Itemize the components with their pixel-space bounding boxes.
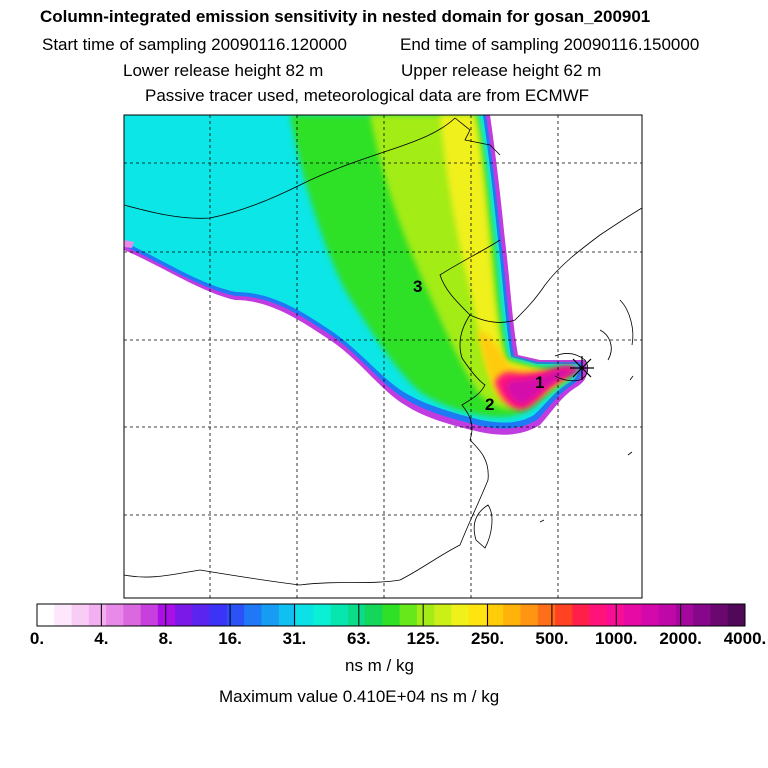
colorbar-cell xyxy=(106,604,124,626)
colorbar-cell xyxy=(555,604,573,626)
coastline xyxy=(439,207,642,323)
colorbar-tick-label: 16. xyxy=(218,629,242,648)
colorbar-cell xyxy=(537,604,556,626)
tracer-note-text: Passive tracer used, meteorological data… xyxy=(145,86,590,105)
map-label-1: 1 xyxy=(535,373,544,392)
colorbar-cell xyxy=(313,604,332,626)
colorbar-cell xyxy=(503,604,522,626)
colorbar-cell xyxy=(278,604,297,626)
colorbar-cell xyxy=(123,604,142,626)
sampling-end-text: End time of sampling 20090116.150000 xyxy=(400,35,700,54)
colorbar xyxy=(37,604,746,626)
colorbar-tick-label: 2000. xyxy=(659,629,702,648)
colorbar-cell xyxy=(37,604,55,626)
colorbar-cell xyxy=(347,604,366,626)
colorbar-cell xyxy=(71,604,90,626)
map-label-3: 3 xyxy=(413,277,422,296)
upper-release-height-text: Upper release height 62 m xyxy=(401,61,602,80)
sampling-start-text: Start time of sampling 20090116.120000 xyxy=(42,35,347,54)
plot-title: Column-integrated emission sensitivity i… xyxy=(40,7,651,26)
colorbar-tick-label: 63. xyxy=(346,629,371,648)
colorbar-cell xyxy=(658,604,677,626)
colorbar-tick-label: 1000. xyxy=(594,629,638,648)
map-frame xyxy=(123,114,643,599)
colorbar-cell xyxy=(399,604,418,626)
colorbar-tick-label: 125. xyxy=(406,629,440,648)
colorbar-cell xyxy=(416,604,435,626)
colorbar-cell xyxy=(382,604,401,626)
colorbar-cell xyxy=(727,604,746,626)
colorbar-cell xyxy=(261,604,280,626)
colorbar-cell xyxy=(641,604,660,626)
colorbar-cell xyxy=(209,604,228,626)
colorbar-cell xyxy=(330,604,349,626)
lower-release-height-text: Lower release height 82 m xyxy=(123,61,324,80)
colorbar-tick-label: 4. xyxy=(94,629,109,648)
colorbar-cell xyxy=(693,604,711,626)
colorbar-cell xyxy=(710,604,729,626)
colorbar-cell xyxy=(485,604,504,626)
colorbar-cell xyxy=(572,604,591,626)
colorbar-cell xyxy=(468,604,487,626)
colorbar-cell xyxy=(606,604,625,626)
colorbar-units: ns m / kg xyxy=(345,656,414,675)
colorbar-cell xyxy=(675,604,694,626)
colorbar-cell xyxy=(226,604,245,626)
colorbar-cell xyxy=(192,604,211,626)
colorbar-tick-label: 250. xyxy=(470,629,505,648)
colorbar-cell xyxy=(296,604,314,626)
colorbar-tick-label: 8. xyxy=(158,629,173,648)
colorbar-tick-label: 31. xyxy=(282,629,307,648)
maximum-value-text: Maximum value 0.410E+04 ns m / kg xyxy=(219,687,500,706)
colorbar-cell xyxy=(244,604,262,626)
sensitivity-field xyxy=(124,115,642,586)
colorbar-cell xyxy=(365,604,383,626)
colorbar-cell xyxy=(434,604,452,626)
colorbar-cell xyxy=(88,604,107,626)
colorbar-cell xyxy=(624,604,642,626)
map-label-2: 2 xyxy=(485,395,494,414)
colorbar-cell xyxy=(157,604,176,626)
border-line xyxy=(124,117,456,219)
colorbar-cell xyxy=(175,604,193,626)
colorbar-cell xyxy=(451,604,470,626)
colorbar-cell xyxy=(54,604,73,626)
colorbar-cell xyxy=(589,604,608,626)
lat-lon-grid xyxy=(124,115,642,598)
colorbar-tick-label: 0. xyxy=(29,629,45,648)
colorbar-dividers xyxy=(36,604,746,626)
colorbar-tick-label: 4000. xyxy=(723,629,767,648)
colorbar-tick-label: 500. xyxy=(535,629,569,648)
colorbar-cell xyxy=(140,604,159,626)
colorbar-cell xyxy=(520,604,539,626)
receptor-star-icon xyxy=(570,356,594,380)
